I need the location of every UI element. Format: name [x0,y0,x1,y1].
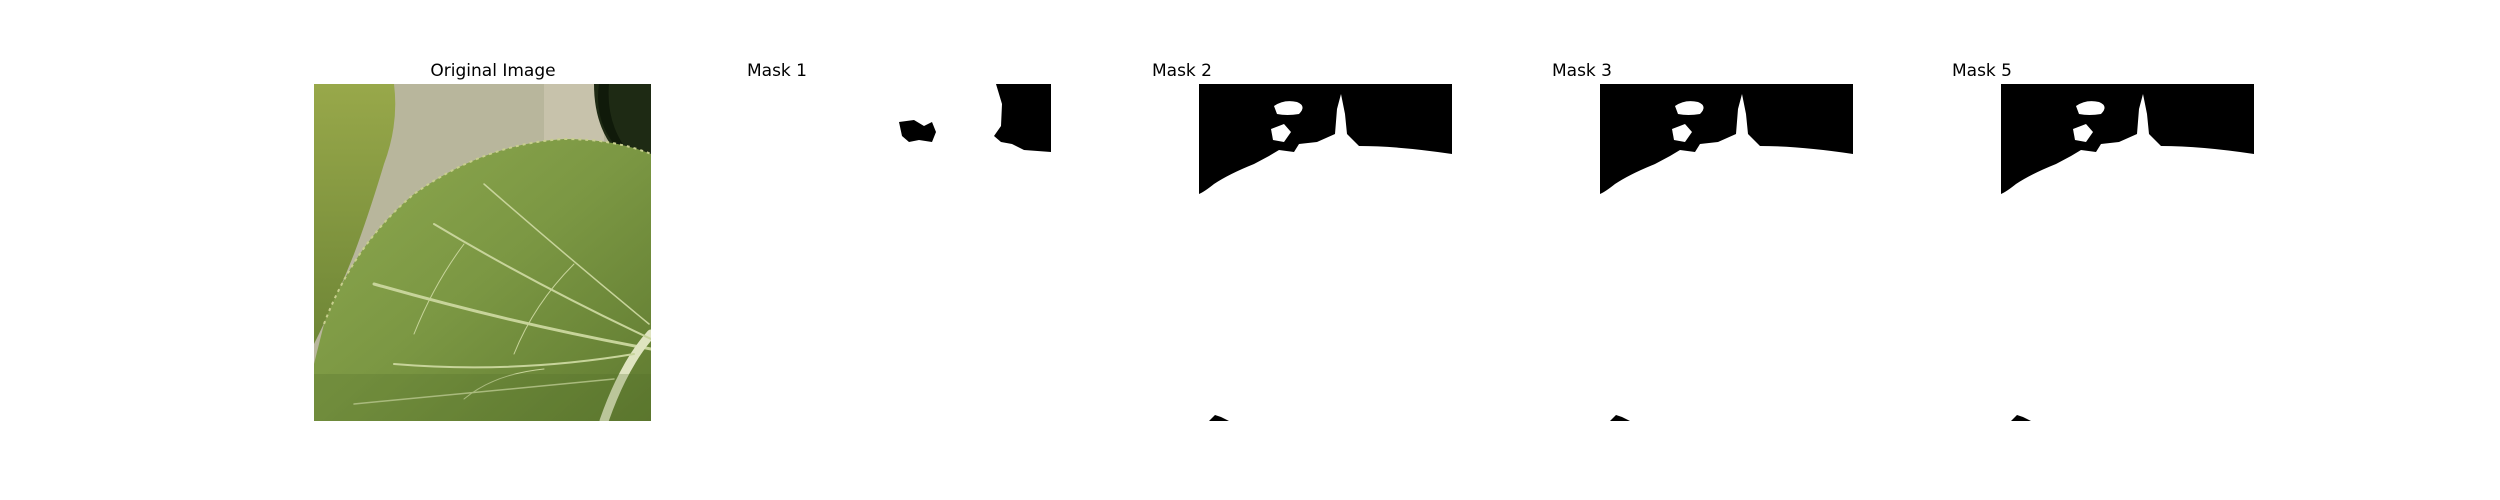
panel-mask-5: Mask 5 [1902,0,2262,500]
panel-original-image: Original Image [313,0,673,500]
panel-mask-1: Mask 1 [702,0,1062,500]
mask-1-image [714,84,1051,421]
panel-title: Mask 3 [1551,61,1612,81]
panel-title: Original Image [430,61,556,81]
mask-2-image [1199,84,1452,421]
panel-title: Mask 5 [1951,61,2012,81]
panel-mask-2: Mask 2 [1102,0,1462,500]
panel-mask-3: Mask 3 [1502,0,1862,500]
original-leaf-image [314,84,651,421]
panel-title: Mask 1 [746,61,807,81]
mask-5-image [2001,84,2254,421]
mask-3-image [1600,84,1853,421]
panel-title: Mask 2 [1151,61,1212,81]
